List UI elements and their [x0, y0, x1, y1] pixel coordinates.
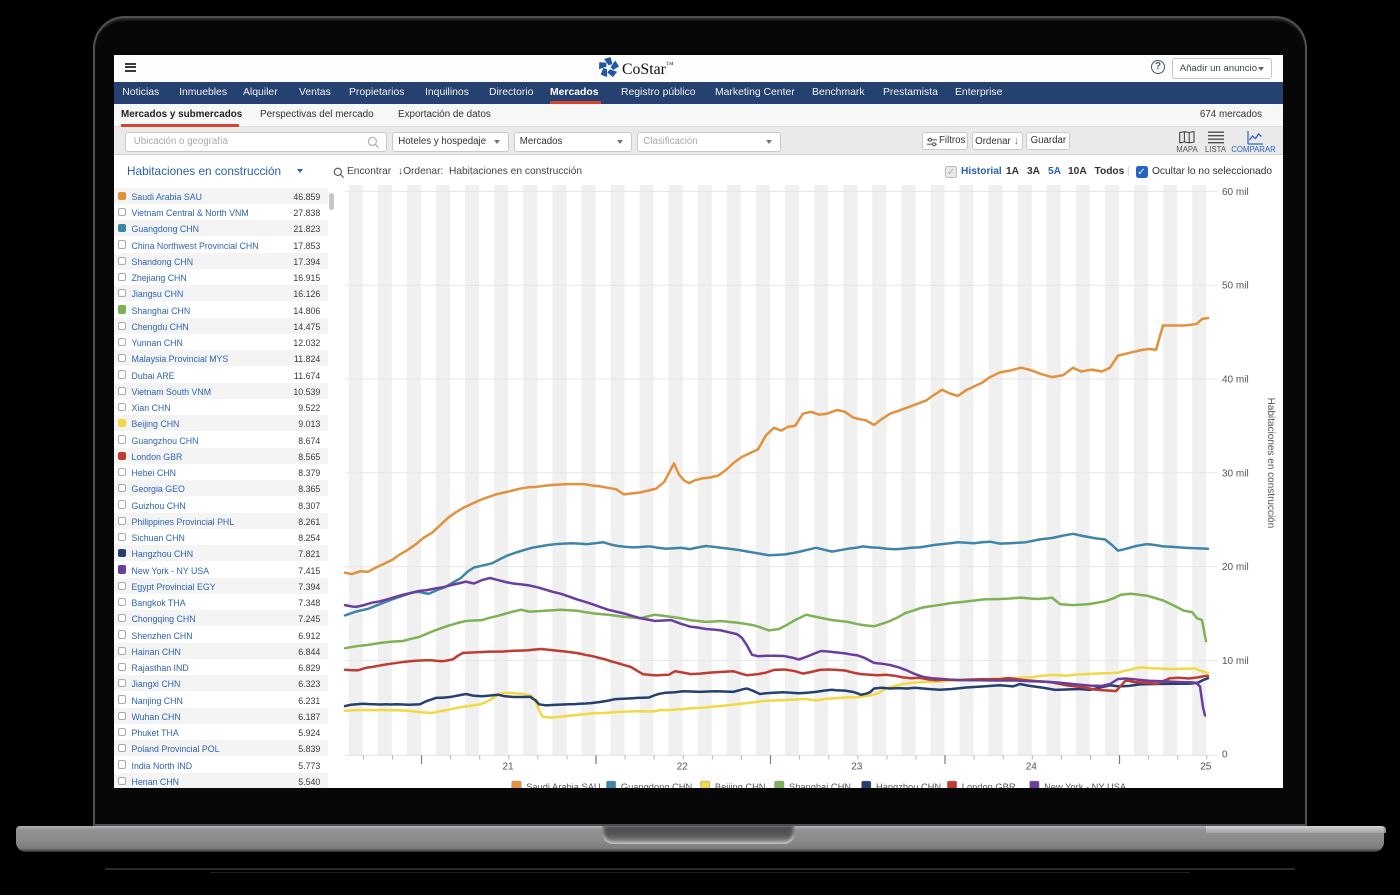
svg-text:10 mil: 10 mil: [1222, 656, 1249, 667]
svg-text:20 mil: 20 mil: [1222, 562, 1249, 573]
svg-text:25: 25: [1200, 762, 1212, 773]
svg-text:0: 0: [1222, 750, 1228, 761]
svg-text:Shanghai CHN: Shanghai CHN: [789, 782, 851, 788]
svg-text:21: 21: [502, 762, 514, 773]
svg-text:23: 23: [851, 762, 863, 773]
svg-text:New York - NY USA: New York - NY USA: [1044, 782, 1127, 788]
svg-text:Guangdong CHN: Guangdong CHN: [621, 782, 692, 788]
svg-text:London GBR: London GBR: [962, 782, 1016, 788]
svg-text:50 mil: 50 mil: [1222, 281, 1249, 292]
svg-text:Hangzhou CHN: Hangzhou CHN: [876, 782, 941, 788]
svg-text:30 mil: 30 mil: [1222, 468, 1249, 479]
svg-text:60 mil: 60 mil: [1222, 187, 1249, 198]
svg-text:22: 22: [677, 762, 689, 773]
svg-text:Habitaciones en construcción: Habitaciones en construcción: [1265, 398, 1276, 529]
svg-text:40 mil: 40 mil: [1222, 375, 1249, 386]
svg-text:Beijing CHN: Beijing CHN: [715, 782, 766, 788]
svg-text:24: 24: [1026, 762, 1038, 773]
svg-text:Saudi Arabia SAU: Saudi Arabia SAU: [526, 782, 600, 788]
